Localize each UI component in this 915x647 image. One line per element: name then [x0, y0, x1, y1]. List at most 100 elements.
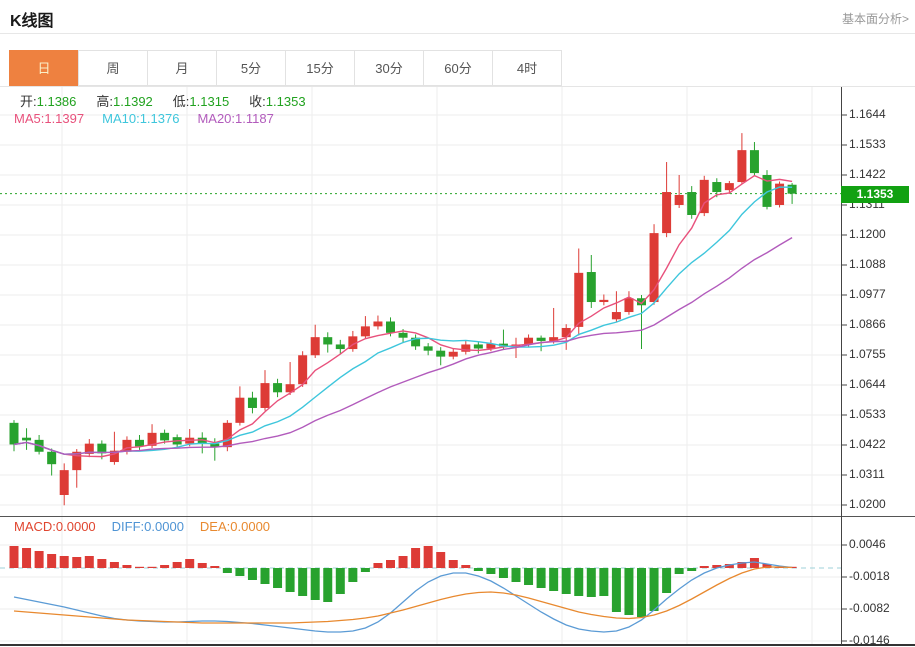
candle-up — [147, 432, 157, 446]
candle-down — [197, 437, 207, 444]
macd-bar — [210, 566, 220, 568]
ma-row-item: MA5:1.1397 — [14, 111, 84, 126]
ohlc-row-item: 收:1.1353 — [249, 94, 305, 109]
candle-down — [398, 332, 408, 338]
price-axis-label: 1.0533 — [849, 407, 886, 421]
tab-周[interactable]: 周 — [78, 50, 148, 86]
tab-60分[interactable]: 60分 — [423, 50, 493, 86]
ma-row-label: MA5: — [14, 111, 45, 126]
tab-4时[interactable]: 4时 — [492, 50, 562, 86]
price-axis-label: 1.0755 — [849, 347, 886, 361]
macd-axis-label: 0.0046 — [849, 537, 886, 551]
current-price-badge: 1.1353 — [841, 186, 909, 203]
tab-30分[interactable]: 30分 — [354, 50, 424, 86]
tab-日[interactable]: 日 — [9, 50, 79, 86]
candle-down — [22, 437, 32, 441]
candle-down — [762, 175, 772, 207]
candle-down — [247, 397, 257, 408]
title-separator — [0, 33, 915, 34]
macd-info-row: MACD:0.0000 DIFF:0.0000 DEA:0.0000 — [14, 519, 286, 534]
candle-down — [787, 184, 797, 194]
macd-bar — [524, 568, 534, 585]
price-axis-label: 1.0422 — [849, 437, 886, 451]
candle-up — [109, 450, 119, 463]
candle-down — [687, 192, 697, 215]
macd-bar — [109, 562, 119, 568]
macd-axis-label: -0.0082 — [849, 601, 890, 615]
candle-up — [310, 337, 320, 356]
candle-up — [699, 179, 709, 214]
macd-bar — [373, 563, 383, 568]
macd-bar — [762, 564, 772, 568]
macd-bar — [72, 557, 82, 568]
candle-up — [222, 422, 232, 448]
price-axis-label: 1.1533 — [849, 137, 886, 151]
ohlc-row-value: 1.1353 — [265, 94, 306, 109]
candle-up — [649, 233, 659, 303]
candle-up — [84, 443, 94, 454]
macd-bar — [674, 568, 684, 574]
macd-info-row-value: 0.0000 — [55, 519, 96, 534]
ma20-line — [13, 237, 793, 455]
candle-down — [436, 350, 446, 357]
macd-bar — [473, 568, 483, 571]
macd-bar — [486, 568, 496, 574]
macd-bar — [611, 568, 621, 612]
kline-chart[interactable] — [0, 87, 915, 647]
macd-bar — [561, 568, 571, 594]
ohlc-row-value: 1.1386 — [36, 94, 77, 109]
candle-up — [285, 384, 295, 393]
macd-bar — [436, 552, 446, 568]
candle-up — [348, 336, 358, 350]
ma-row-item: MA10:1.1376 — [102, 111, 179, 126]
macd-bar — [84, 556, 94, 568]
fundamental-analysis-link[interactable]: 基本面分析> — [841, 12, 909, 26]
macd-bar — [574, 568, 584, 596]
candle-down — [749, 150, 759, 174]
macd-bar — [599, 568, 609, 596]
tab-5分[interactable]: 5分 — [216, 50, 286, 86]
macd-info-row-value: 0.0000 — [144, 519, 184, 534]
price-axis-label: 1.0200 — [849, 497, 886, 511]
chart-top-border — [0, 86, 915, 87]
macd-bar — [197, 563, 207, 568]
macd-bar — [9, 546, 19, 568]
ma-row-value: 1.1376 — [139, 111, 180, 126]
macd-bar — [59, 556, 69, 568]
price-axis-label: 1.0866 — [849, 317, 886, 331]
macd-bar — [285, 568, 295, 592]
macd-axis-label: -0.0146 — [849, 633, 890, 647]
macd-axis-label: -0.0018 — [849, 569, 890, 583]
candle-up — [599, 299, 609, 303]
macd-info-row-label: DIFF: — [111, 519, 145, 534]
macd-bar — [411, 548, 421, 568]
candle-down — [335, 344, 345, 350]
candle-down — [9, 422, 19, 445]
macd-bar — [649, 568, 659, 611]
price-axis-label: 1.1200 — [849, 227, 886, 241]
macd-bar — [160, 565, 170, 568]
ma5-line — [13, 174, 793, 458]
ma-row-value: 1.1187 — [235, 111, 274, 126]
macd-bar — [22, 548, 32, 568]
dea-line — [13, 566, 793, 624]
ma10-line — [13, 186, 793, 455]
macd-bar — [637, 568, 646, 617]
ohlc-row-label: 高: — [96, 94, 114, 109]
ohlc-row-label: 开: — [20, 94, 37, 109]
candle-down — [323, 337, 333, 345]
macd-bar — [260, 568, 270, 584]
tab-月[interactable]: 月 — [147, 50, 217, 86]
macd-bar — [724, 564, 734, 568]
macd-bar — [47, 554, 57, 568]
tab-15分[interactable]: 15分 — [285, 50, 355, 86]
ma-row-item: MA20:1.1187 — [197, 111, 273, 126]
candle-up — [360, 326, 370, 337]
macd-info-row-item: DIFF:0.0000 — [112, 519, 184, 534]
macd-bar — [461, 565, 471, 568]
macd-bar — [348, 568, 358, 582]
macd-bar — [712, 565, 722, 568]
ohlc-row-item: 开:1.1386 — [20, 94, 76, 109]
candle-up — [448, 351, 458, 357]
macd-bar — [135, 566, 144, 568]
